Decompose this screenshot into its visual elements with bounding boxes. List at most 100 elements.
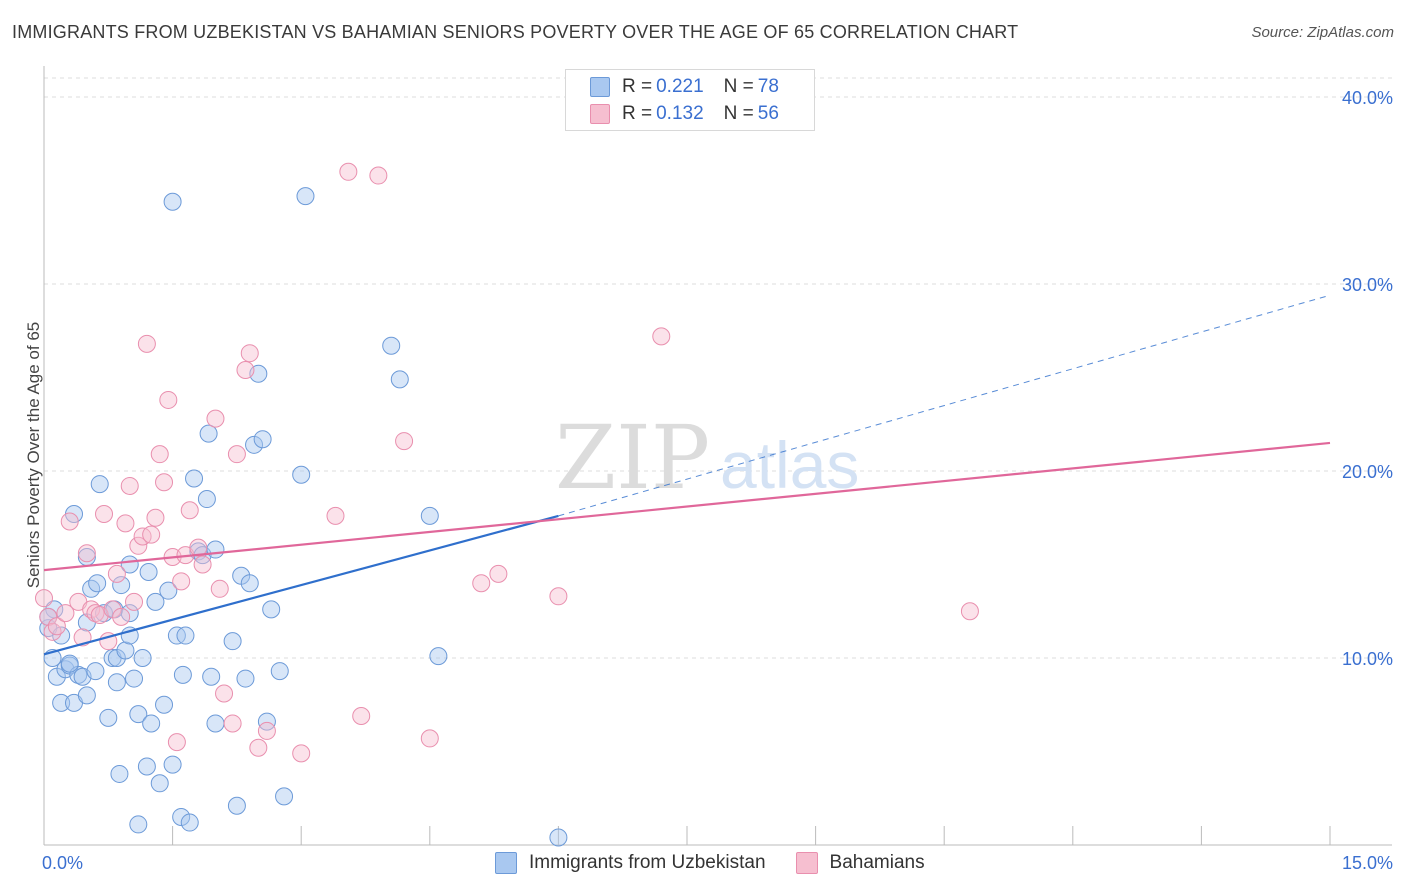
point-uzbekistan <box>52 626 71 645</box>
point-bahamians <box>167 733 186 752</box>
point-uzbekistan <box>88 574 107 593</box>
point-uzbekistan <box>390 370 409 389</box>
point-bahamians <box>210 579 229 598</box>
legend-swatch-blue <box>495 852 517 874</box>
x-tick-label: 0.0% <box>42 853 83 873</box>
point-bahamians <box>47 617 66 636</box>
point-bahamians <box>155 473 174 492</box>
point-bahamians <box>150 445 169 464</box>
point-bahamians <box>146 508 165 527</box>
legend-r-value: 0.132 <box>656 103 704 124</box>
point-uzbekistan <box>52 693 71 712</box>
point-bahamians <box>125 592 144 611</box>
legend-r-value: 0.221 <box>656 76 704 97</box>
point-uzbekistan <box>60 654 79 673</box>
x-tick-label: 15.0% <box>1342 853 1393 873</box>
y-axis-title: Seniors Poverty Over the Age of 65 <box>24 321 43 589</box>
point-bahamians <box>292 744 311 763</box>
legend-r-label: R = <box>622 76 653 97</box>
point-bahamians <box>56 604 75 623</box>
source-credit: Source: ZipAtlas.com <box>1251 24 1394 41</box>
point-uzbekistan <box>176 626 195 645</box>
point-uzbekistan <box>125 669 144 688</box>
point-uzbekistan <box>549 828 568 847</box>
legend-n-label: N = <box>723 103 754 124</box>
watermark: ZIP atlas <box>555 406 859 509</box>
trend-line-bahamians <box>43 441 1331 572</box>
point-uzbekistan <box>180 813 199 832</box>
point-uzbekistan <box>223 632 242 651</box>
point-uzbekistan <box>292 465 311 484</box>
point-uzbekistan <box>86 662 105 681</box>
legend-r-label: R = <box>622 103 653 124</box>
point-uzbekistan <box>150 774 169 793</box>
point-bahamians <box>420 729 439 748</box>
point-uzbekistan <box>253 430 272 449</box>
point-bahamians <box>60 512 79 531</box>
point-bahamians <box>142 525 161 544</box>
point-uzbekistan <box>107 673 126 692</box>
point-uzbekistan <box>142 714 161 733</box>
point-bahamians <box>129 536 148 555</box>
legend-swatch-blue <box>590 77 610 97</box>
point-uzbekistan <box>146 592 165 611</box>
point-bahamians <box>326 506 345 525</box>
point-bahamians <box>352 706 371 725</box>
legend-n-label: N = <box>723 76 754 97</box>
series-legend: Immigrants from Uzbekistan Bahamians <box>495 852 955 874</box>
point-bahamians <box>95 505 114 524</box>
point-uzbekistan <box>275 787 294 806</box>
legend-label-bahamians: Bahamians <box>829 852 925 873</box>
point-bahamians <box>35 589 53 608</box>
point-bahamians <box>223 714 242 733</box>
point-bahamians <box>395 432 414 451</box>
point-uzbekistan <box>429 647 448 666</box>
point-bahamians <box>77 544 96 563</box>
point-bahamians <box>172 572 191 591</box>
point-bahamians <box>180 501 199 520</box>
trend-extension-uzbekistan <box>558 294 1331 517</box>
legend-item-bahamians[interactable]: Bahamians <box>795 852 925 874</box>
point-bahamians <box>549 587 568 606</box>
point-uzbekistan <box>206 540 225 559</box>
point-bahamians <box>215 684 234 703</box>
trend-line-uzbekistan <box>43 514 559 656</box>
point-bahamians <box>339 162 358 181</box>
point-uzbekistan <box>185 469 204 488</box>
y-tick-label: 30.0% <box>1342 275 1393 295</box>
point-bahamians <box>652 327 671 346</box>
point-uzbekistan <box>270 662 289 681</box>
watermark-atlas: atlas <box>720 428 859 502</box>
series-bahamians-points <box>35 162 979 763</box>
point-uzbekistan <box>129 705 148 724</box>
point-uzbekistan <box>197 490 216 509</box>
point-bahamians <box>112 607 131 626</box>
legend-n-value: 78 <box>757 76 779 97</box>
point-uzbekistan <box>99 708 118 727</box>
axes <box>43 66 1392 846</box>
point-uzbekistan <box>116 641 135 660</box>
point-bahamians <box>107 564 126 583</box>
y-tick-label: 40.0% <box>1342 88 1393 108</box>
legend-item-uzbekistan[interactable]: Immigrants from Uzbekistan <box>495 852 766 874</box>
point-uzbekistan <box>90 475 109 494</box>
point-bahamians <box>120 476 139 495</box>
point-uzbekistan <box>139 562 158 581</box>
point-uzbekistan <box>129 815 148 834</box>
legend-n-value: 56 <box>757 103 779 124</box>
point-uzbekistan <box>173 665 192 684</box>
point-uzbekistan <box>199 424 218 443</box>
point-uzbekistan <box>112 576 131 595</box>
tick-labels: 10.0% 20.0% 30.0% 40.0% 0.0% 15.0% <box>42 88 1393 873</box>
point-uzbekistan <box>163 755 182 774</box>
point-bahamians <box>240 344 259 363</box>
point-bahamians <box>227 445 246 464</box>
point-uzbekistan <box>420 506 439 525</box>
chart-title: IMMIGRANTS FROM UZBEKISTAN VS BAHAMIAN S… <box>12 22 1019 42</box>
point-bahamians <box>960 602 979 621</box>
point-uzbekistan <box>245 435 264 454</box>
y-tick-label: 10.0% <box>1342 649 1393 669</box>
point-uzbekistan <box>77 686 96 705</box>
point-uzbekistan <box>257 712 276 731</box>
